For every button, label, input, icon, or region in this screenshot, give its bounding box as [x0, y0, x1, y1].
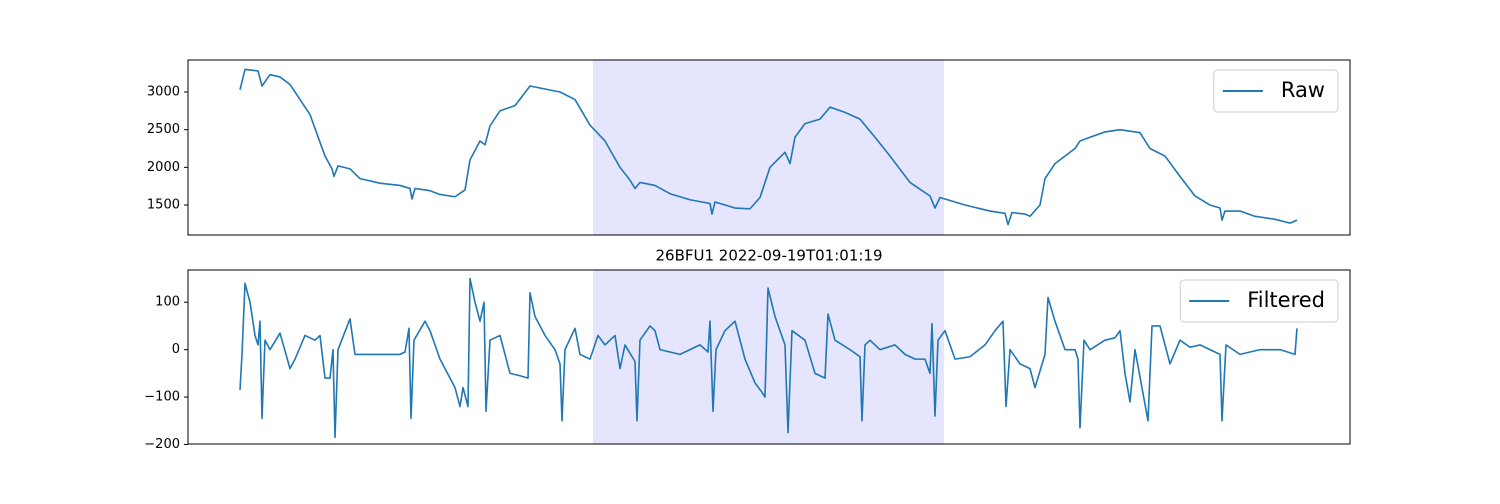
y-tick-label: 2500: [147, 122, 180, 137]
data-line: [239, 277, 1298, 439]
chart-title: 26BFU1 2022-09-19T01:01:19: [656, 247, 883, 265]
data-line: [239, 68, 1298, 226]
y-tick-label: 100: [155, 295, 180, 310]
legend-box: [1179, 279, 1339, 323]
y-tick-label: −100: [144, 390, 180, 405]
legend-box: [1213, 69, 1339, 113]
y-tick-label: −200: [144, 437, 180, 452]
y-tick-label: 1500: [147, 198, 180, 213]
axes-frame: [187, 59, 1351, 236]
y-tick-label: 3000: [147, 85, 180, 100]
highlight-span: [593, 270, 944, 444]
legend-label: Raw: [1281, 78, 1325, 102]
axes-frame: [187, 269, 1351, 445]
legend-label: Filtered: [1247, 288, 1325, 312]
y-tick-label: 0: [172, 342, 180, 357]
legend: Filtered: [1179, 279, 1339, 323]
y-tick-label: 2000: [147, 160, 180, 175]
highlight-span: [593, 60, 944, 235]
legend: Raw: [1213, 69, 1339, 113]
